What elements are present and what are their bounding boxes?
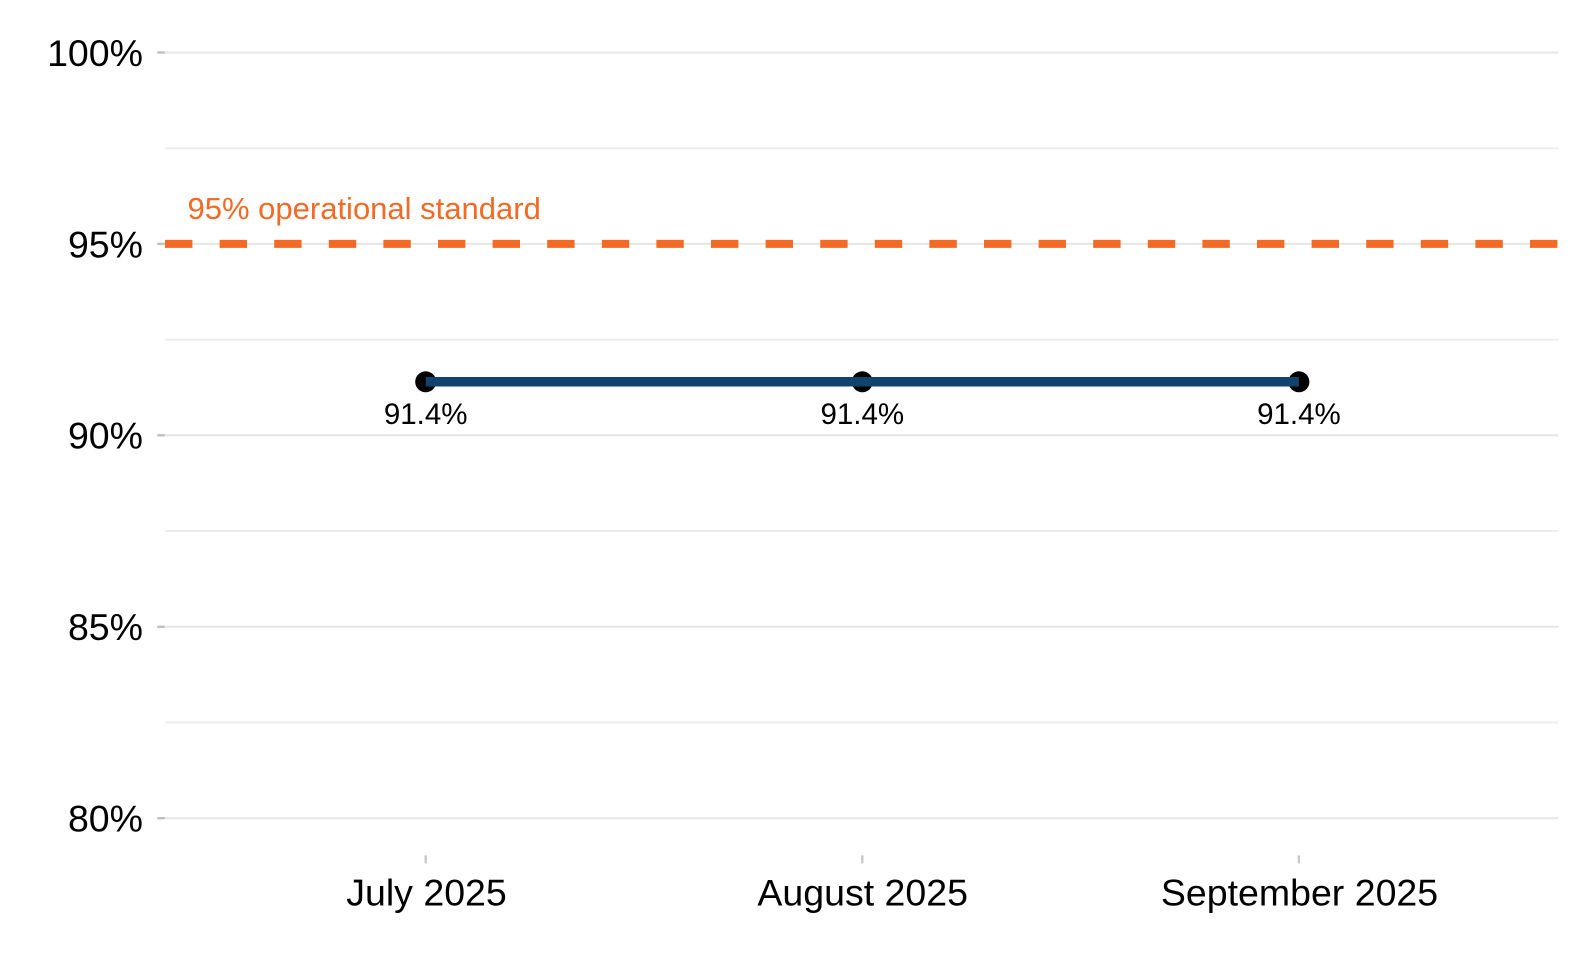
svg-text:August 2025: August 2025: [757, 871, 968, 913]
svg-text:80%: 80%: [68, 798, 143, 840]
svg-text:91.4%: 91.4%: [384, 398, 468, 431]
svg-text:95% operational standard: 95% operational standard: [188, 191, 541, 226]
svg-text:91.4%: 91.4%: [1257, 398, 1341, 431]
svg-text:95%: 95%: [68, 223, 143, 265]
svg-text:91.4%: 91.4%: [820, 398, 904, 431]
svg-text:100%: 100%: [47, 32, 143, 74]
svg-text:85%: 85%: [68, 606, 143, 648]
svg-text:July 2025: July 2025: [346, 871, 507, 913]
svg-text:September 2025: September 2025: [1161, 871, 1438, 913]
svg-text:90%: 90%: [68, 415, 143, 457]
